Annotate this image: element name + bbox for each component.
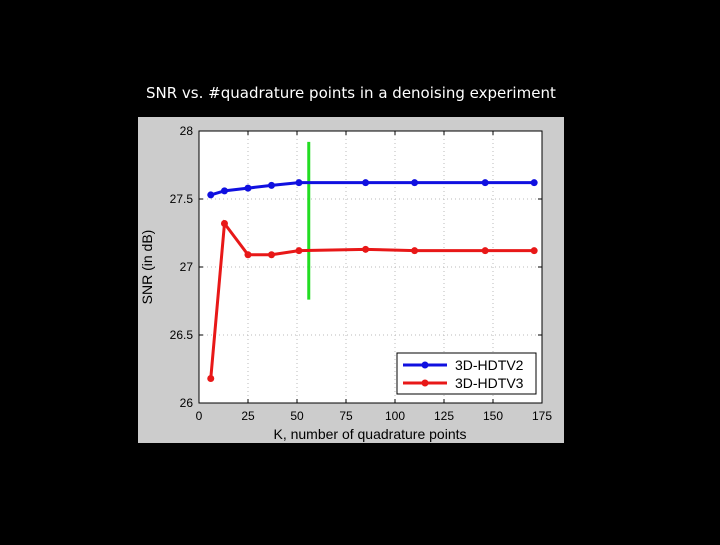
- data-point: [244, 251, 252, 259]
- data-point: [207, 191, 215, 199]
- data-point: [244, 184, 252, 192]
- data-point: [411, 179, 419, 187]
- x-tick-label: 75: [339, 409, 353, 423]
- legend-marker: [421, 361, 429, 369]
- series-1: [207, 179, 538, 199]
- x-ticks: 0 25 50 75 100 125 150 175: [196, 131, 552, 423]
- y-tick-label: 26.5: [170, 328, 194, 342]
- data-point: [362, 245, 370, 253]
- legend-label: 3D-HDTV2: [455, 357, 524, 373]
- y-axis-label: SNR (in dB): [139, 230, 155, 305]
- y-tick-label: 26: [180, 396, 194, 410]
- data-point: [295, 247, 303, 255]
- x-axis-label: K, number of quadrature points: [273, 426, 466, 442]
- legend-marker: [421, 379, 429, 387]
- data-point: [530, 179, 538, 187]
- data-point: [207, 375, 215, 383]
- data-point: [481, 247, 489, 255]
- x-tick-label: 50: [290, 409, 304, 423]
- data-point: [481, 179, 489, 187]
- x-tick-label: 175: [532, 409, 552, 423]
- y-tick-label: 27.5: [170, 192, 194, 206]
- series-group: [207, 179, 538, 383]
- legend-label: 3D-HDTV3: [455, 375, 524, 391]
- x-tick-label: 0: [196, 409, 203, 423]
- x-tick-label: 100: [385, 409, 405, 423]
- data-point: [411, 247, 419, 255]
- data-point: [268, 251, 276, 259]
- series-2: [207, 219, 538, 383]
- data-point: [530, 247, 538, 255]
- legend: 3D-HDTV2 3D-HDTV3: [396, 352, 537, 395]
- x-tick-label: 150: [483, 409, 503, 423]
- data-point: [268, 181, 276, 189]
- x-tick-label: 25: [241, 409, 255, 423]
- legend-box: [396, 352, 537, 395]
- x-tick-label: 125: [434, 409, 454, 423]
- data-point: [362, 179, 370, 187]
- y-tick-label: 27: [180, 260, 194, 274]
- grid: [199, 131, 542, 403]
- slide-title: SNR vs. #quadrature points in a denoisin…: [146, 84, 556, 102]
- y-ticks: 26 26.5 27 27.5 28: [170, 124, 542, 410]
- data-point: [295, 179, 303, 187]
- y-tick-label: 28: [180, 124, 194, 138]
- data-point: [220, 187, 228, 195]
- data-point: [220, 219, 228, 227]
